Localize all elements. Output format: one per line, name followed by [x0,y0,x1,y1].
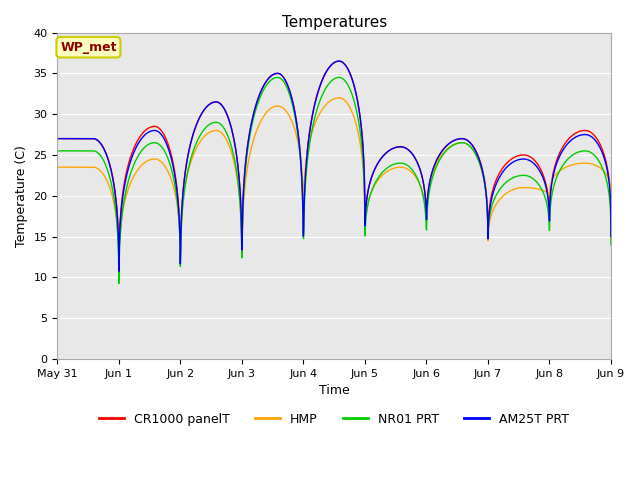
NR01 PRT [591,153,599,159]
NR01 PRT [54,148,61,154]
CR1000 panelT [115,265,123,271]
HMP [591,162,599,168]
HMP [335,95,343,101]
Text: WP_met: WP_met [60,41,116,54]
CR1000 panelT [335,58,343,64]
AM25T PRT [82,136,90,142]
Line: AM25T PRT: AM25T PRT [58,61,611,271]
AM25T PRT [607,234,615,240]
NR01 PRT [82,148,90,154]
Title: Temperatures: Temperatures [282,15,387,30]
NR01 PRT [115,281,123,287]
AM25T PRT [335,58,343,64]
HMP [115,266,123,272]
HMP [82,164,90,170]
CR1000 panelT [82,136,90,142]
CR1000 panelT [54,136,61,142]
AM25T PRT [490,188,498,193]
AM25T PRT [308,114,316,120]
HMP [308,129,316,134]
Line: NR01 PRT: NR01 PRT [58,77,611,284]
CR1000 panelT [323,68,331,73]
HMP [323,101,331,107]
AM25T PRT [591,137,599,143]
Line: CR1000 panelT: CR1000 panelT [58,61,611,268]
NR01 PRT [591,154,599,159]
CR1000 panelT [591,134,599,140]
AM25T PRT [323,68,331,74]
X-axis label: Time: Time [319,384,349,397]
AM25T PRT [115,268,123,274]
NR01 PRT [490,197,498,203]
NR01 PRT [308,125,316,131]
CR1000 panelT [591,133,599,139]
AM25T PRT [591,138,599,144]
NR01 PRT [274,74,282,80]
CR1000 panelT [308,113,316,119]
Line: HMP: HMP [58,98,611,269]
NR01 PRT [607,242,615,248]
HMP [607,197,615,203]
HMP [54,164,61,170]
AM25T PRT [54,136,61,142]
HMP [591,162,599,168]
CR1000 panelT [490,184,498,190]
Y-axis label: Temperature (C): Temperature (C) [15,145,28,247]
NR01 PRT [323,83,331,89]
HMP [490,206,498,212]
Legend: CR1000 panelT, HMP, NR01 PRT, AM25T PRT: CR1000 panelT, HMP, NR01 PRT, AM25T PRT [94,408,574,431]
CR1000 panelT [607,234,615,240]
